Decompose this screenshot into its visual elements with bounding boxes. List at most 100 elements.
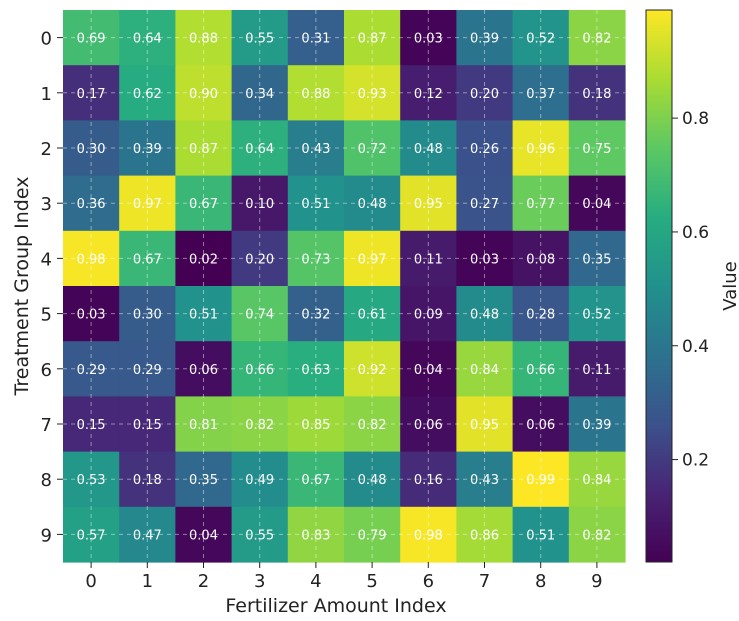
heatmap-cell-r5-c2 — [175, 286, 233, 342]
heatmap-cell-r0-c3 — [231, 10, 289, 66]
cell-value-label-r4-c5: 0.97 — [358, 252, 387, 267]
heatmap-cell-r6-c0 — [63, 341, 120, 397]
cell-value-label-r6-c2: 0.06 — [189, 363, 218, 378]
y-tick-label-5: 5 — [41, 305, 52, 326]
heatmap-cell-r5-c5 — [344, 286, 401, 342]
cell-value-label-r0-c3: 0.55 — [245, 32, 274, 47]
cell-value-label-r1-c9: 0.18 — [582, 87, 611, 102]
heatmap-cell-r7-c4 — [287, 396, 345, 453]
heatmap-cell-r4-c9 — [568, 230, 626, 287]
cell-value-label-r0-c1: 0.64 — [133, 32, 162, 47]
heatmap-cell-r2-c2 — [175, 120, 233, 177]
x-tick-label-7: 7 — [479, 571, 490, 592]
y-axis: 0 1 2 3 4 5 6 7 8 9 — [41, 29, 63, 546]
heatmap-cell-r0-c1 — [119, 10, 176, 66]
colorbar: 0.2 0.4 0.6 0.8 — [645, 9, 709, 563]
x-tick-label-2: 2 — [198, 571, 209, 592]
cell-value-label-r5-c4: 0.32 — [301, 308, 330, 323]
heatmap-cell-r3-c7 — [456, 175, 514, 232]
heatmap-cell-r0-c7 — [456, 10, 514, 66]
cell-value-label-r0-c5: 0.87 — [358, 32, 387, 47]
cell-value-label-r2-c1: 0.39 — [133, 142, 162, 157]
heatmap-cell-r5-c7 — [456, 286, 514, 342]
cell-value-label-r4-c7: 0.03 — [470, 252, 499, 267]
y-tick-label-8: 8 — [41, 470, 52, 491]
heatmap-cell-r6-c3 — [231, 341, 289, 397]
heatmap-cell-r8-c1 — [119, 451, 176, 508]
cell-value-label-r6-c9: 0.11 — [582, 363, 611, 378]
cell-value-label-r1-c8: 0.37 — [526, 87, 555, 102]
heatmap-cell-r4-c3 — [231, 230, 289, 287]
heatmap-cell-r1-c7 — [456, 65, 514, 121]
x-axis: 0 1 2 3 4 5 6 7 8 9 — [85, 562, 603, 592]
cell-value-label-r1-c1: 0.62 — [133, 87, 162, 102]
cell-value-label-r2-c9: 0.75 — [582, 142, 611, 157]
cell-value-label-r7-c1: 0.15 — [133, 418, 162, 433]
heatmap-cell-r9-c7 — [456, 506, 514, 563]
cell-value-label-r7-c9: 0.39 — [582, 418, 611, 433]
cell-value-label-r4-c0: 0.98 — [77, 252, 106, 267]
heatmap-cell-r3-c1 — [119, 175, 176, 232]
heatmap-grid — [63, 10, 625, 562]
heatmap-cell-r5-c8 — [512, 286, 570, 342]
cell-value-label-r8-c8: 0.99 — [526, 473, 555, 488]
heatmap-cell-r0-c8 — [512, 10, 570, 66]
colorbar-tick-label-3: 0.8 — [682, 109, 709, 129]
cell-value-label-r0-c0: 0.69 — [77, 32, 106, 47]
cell-value-label-r4-c2: 0.02 — [189, 252, 218, 267]
heatmap-cell-r1-c2 — [175, 65, 233, 121]
heatmap-cell-r1-c9 — [568, 65, 626, 121]
heatmap-cell-r2-c4 — [287, 120, 345, 177]
heatmap-cell-r2-c5 — [344, 120, 401, 177]
heatmap-cell-r9-c5 — [344, 506, 401, 563]
cell-value-label-r5-c5: 0.61 — [358, 308, 387, 323]
cell-value-label-r3-c5: 0.48 — [358, 197, 387, 212]
cell-value-label-r4-c1: 0.67 — [133, 252, 162, 267]
cell-value-label-r5-c1: 0.30 — [133, 308, 162, 323]
cell-value-label-r4-c9: 0.35 — [582, 252, 611, 267]
x-tick-label-1: 1 — [142, 571, 153, 592]
cell-value-label-r7-c6: 0.06 — [414, 418, 443, 433]
cell-value-label-r7-c7: 0.95 — [470, 418, 499, 433]
cell-value-label-r1-c6: 0.12 — [414, 87, 443, 102]
cell-value-label-r1-c7: 0.20 — [470, 87, 499, 102]
cell-value-label-r5-c3: 0.74 — [245, 308, 274, 323]
cell-value-label-r9-c6: 0.98 — [414, 528, 443, 543]
heatmap-cell-r3-c8 — [512, 175, 570, 232]
heatmap-cell-r6-c5 — [344, 341, 401, 397]
cell-value-label-r0-c2: 0.88 — [189, 32, 218, 47]
cell-value-label-r2-c6: 0.48 — [414, 142, 443, 157]
cell-value-label-r9-c1: 0.47 — [133, 528, 162, 543]
heatmap-cell-r7-c8 — [512, 396, 570, 453]
cell-value-label-r9-c0: 0.57 — [77, 528, 106, 543]
x-tick-label-4: 4 — [310, 571, 321, 592]
heatmap-cell-r9-c8 — [512, 506, 570, 563]
heatmap-cell-r3-c3 — [231, 175, 289, 232]
heatmap-cell-r9-c2 — [175, 506, 233, 563]
cell-value-label-r1-c0: 0.17 — [77, 87, 106, 102]
x-tick-label-0: 0 — [85, 571, 96, 592]
heatmap-cell-r8-c7 — [456, 451, 514, 508]
heatmap-cell-r7-c0 — [63, 396, 120, 453]
cell-value-label-r7-c0: 0.15 — [77, 418, 106, 433]
cell-value-label-r4-c4: 0.73 — [301, 252, 330, 267]
cell-value-label-r9-c4: 0.83 — [301, 528, 330, 543]
cell-value-label-r9-c9: 0.82 — [582, 528, 611, 543]
cell-value-label-r8-c7: 0.43 — [470, 473, 499, 488]
heatmap-cell-r3-c0 — [63, 175, 120, 232]
heatmap-cell-r2-c0 — [63, 120, 120, 177]
heatmap-cell-r8-c3 — [231, 451, 289, 508]
heatmap-cell-r8-c0 — [63, 451, 120, 508]
cell-value-label-r8-c1: 0.18 — [133, 473, 162, 488]
heatmap-cell-r7-c3 — [231, 396, 289, 453]
x-tick-label-3: 3 — [254, 571, 265, 592]
heatmap-cell-r7-c6 — [400, 396, 457, 453]
heatmap-cell-r6-c2 — [175, 341, 233, 397]
y-tick-label-4: 4 — [41, 249, 52, 270]
y-tick-label-2: 2 — [41, 139, 52, 160]
y-axis-label: Treatment Group Index — [11, 177, 33, 397]
heatmap-cell-r2-c1 — [119, 120, 176, 177]
cell-value-label-r2-c0: 0.30 — [77, 142, 106, 157]
colorbar-tick-label-0: 0.2 — [682, 451, 709, 471]
heatmap-cell-r8-c2 — [175, 451, 233, 508]
